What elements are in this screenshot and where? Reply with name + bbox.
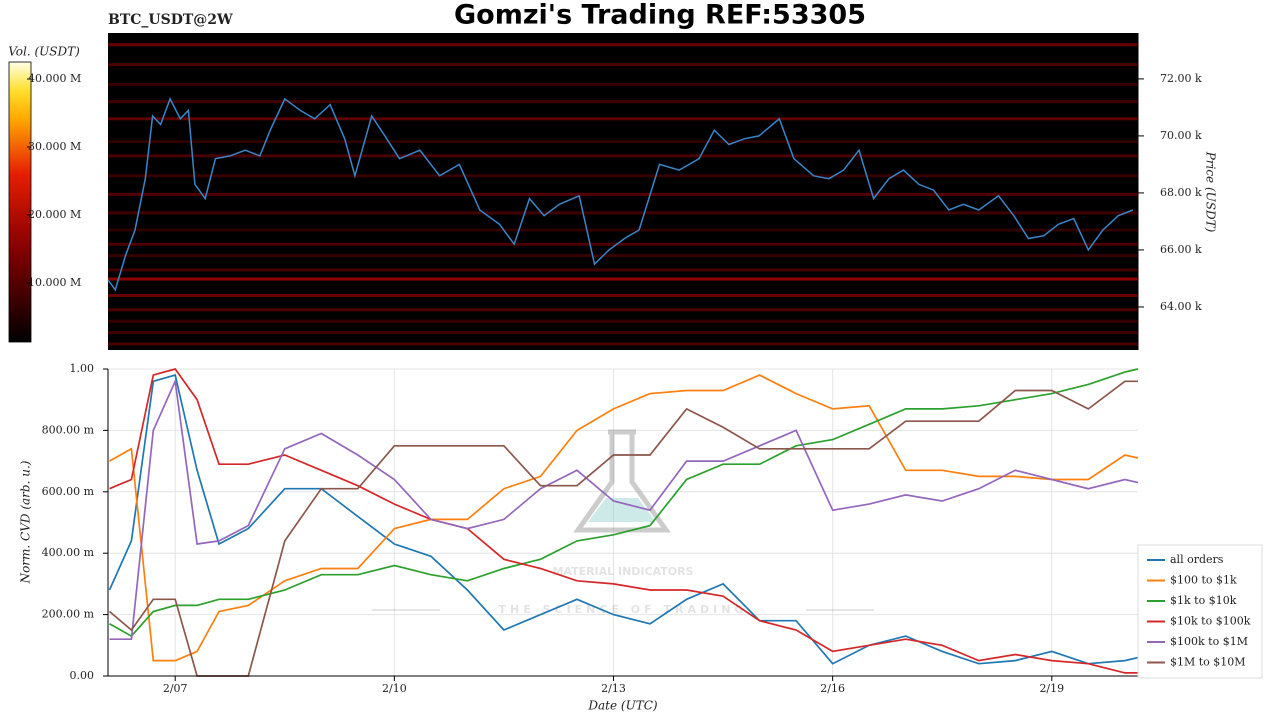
y-tick-label: 800.00 m (42, 423, 95, 436)
x-axis-label: Date (UTC) (587, 699, 657, 713)
plot-background (108, 369, 1138, 676)
y-tick-label: 70.00 k (1160, 129, 1202, 142)
watermark: MATERIAL INDICATORS THE SCIENCE OF TRADI… (372, 429, 874, 616)
volume-level (108, 294, 1138, 298)
volume-level (108, 140, 1138, 144)
y-tick-label: 68.00 k (1160, 186, 1202, 199)
colorbar-tick-label: 40.000 M (28, 72, 81, 85)
volume-level (108, 43, 1138, 47)
volume-level (108, 211, 1138, 215)
y-tick-label: 1.00 (70, 362, 95, 375)
volume-level (108, 254, 1138, 258)
legend-box (1137, 544, 1263, 679)
y-tick-label: 600.00 m (42, 485, 95, 498)
chart-subtitle: BTC_USDT@2W (108, 12, 233, 28)
colorbar-tick-label: 10.000 M (28, 276, 81, 289)
series-line (108, 374, 1139, 665)
watermark-liquid (588, 498, 656, 522)
chart-title: Gomzi's Trading REF:53305 (454, 0, 866, 31)
legend-label: $100k to $1M (1170, 635, 1248, 648)
volume-level (108, 331, 1138, 335)
y-tick-label: 66.00 k (1160, 243, 1202, 256)
y-tick-label: 400.00 m (42, 546, 95, 559)
volume-level (108, 342, 1138, 346)
y-tick-label: 64.00 k (1160, 300, 1202, 313)
volume-level (108, 192, 1138, 196)
x-tick-label: 2/10 (382, 682, 407, 695)
volume-level (108, 83, 1138, 87)
colorbar-tick-label: 30.000 M (28, 140, 81, 153)
y-axis-label: Price (USDT) (1204, 151, 1218, 233)
series-line (109, 374, 1139, 662)
series-line (109, 368, 1138, 674)
volume-level (108, 308, 1138, 312)
colorbar-label: Vol. (USDT) (8, 45, 80, 59)
y-axis-label: Norm. CVD (arb. u.) (19, 460, 33, 584)
volume-level (108, 117, 1138, 121)
colorbar-tick-label: 20.000 M (28, 208, 81, 221)
x-tick-label: 2/19 (1039, 682, 1064, 695)
watermark-subtitle: THE SCIENCE OF TRADING (499, 603, 748, 616)
y-tick-label: 200.00 m (42, 608, 95, 621)
volume-level (108, 63, 1138, 67)
legend-label: $1k to $10k (1170, 594, 1237, 607)
legend-label: $1M to $10M (1170, 656, 1246, 669)
y-tick-label: 0.00 (70, 669, 95, 682)
y-tick-label: 72.00 k (1160, 72, 1202, 85)
legend-label: all orders (1170, 553, 1224, 566)
volume-level (108, 174, 1138, 178)
volume-level (108, 242, 1138, 246)
volume-level (108, 277, 1138, 281)
volume-level (108, 228, 1138, 232)
x-tick-label: 2/13 (601, 682, 626, 695)
price-line (107, 97, 1134, 292)
legend-label: $100 to $1k (1170, 574, 1237, 587)
heatmap-background (108, 33, 1138, 350)
volume-level (108, 319, 1138, 323)
x-tick-label: 2/16 (820, 682, 845, 695)
series-line (109, 378, 1139, 641)
colorbar (8, 61, 32, 343)
volume-level (108, 100, 1138, 104)
volume-level (108, 268, 1138, 272)
watermark-flask (573, 429, 671, 533)
x-tick-label: 2/07 (163, 682, 188, 695)
watermark-title: MATERIAL INDICATORS (552, 565, 693, 578)
volume-level (108, 154, 1138, 158)
legend-label: $10k to $100k (1170, 615, 1251, 628)
series-line (109, 368, 1139, 638)
